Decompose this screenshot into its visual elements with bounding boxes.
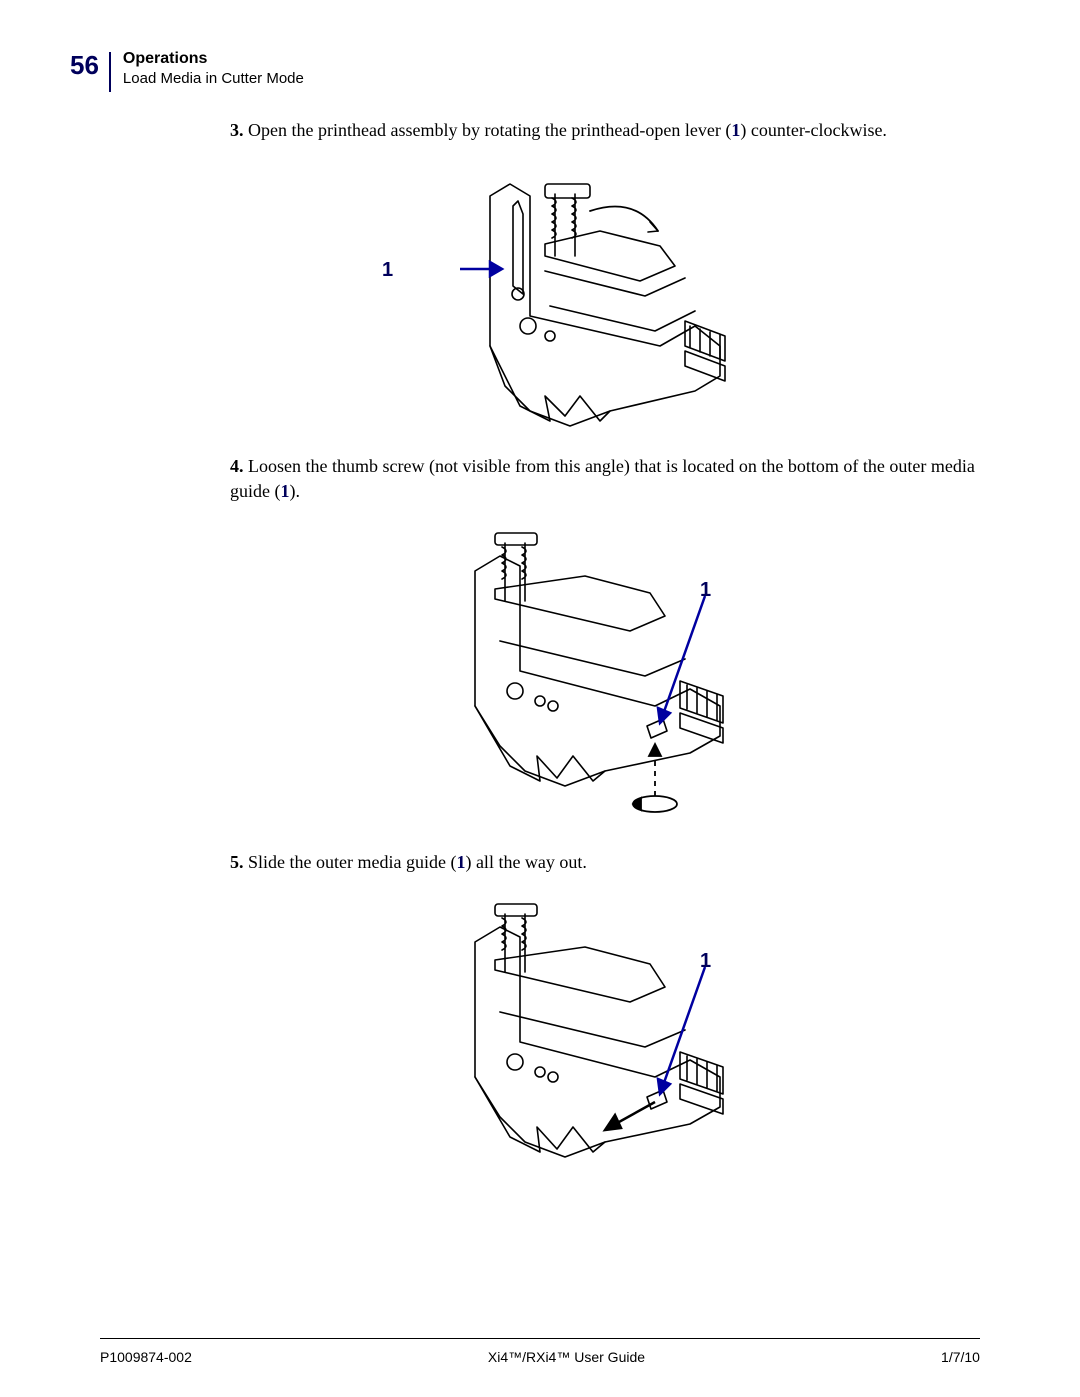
step-callout-ref: 1 [731,120,740,140]
page-footer: P1009874-002 Xi4™/RXi4™ User Guide 1/7/1… [100,1338,980,1365]
footer-doc-number: P1009874-002 [100,1349,192,1365]
figure-5: 1 [230,890,990,1182]
step-number: 3. [230,120,244,140]
step-text-pre: Loosen the thumb screw (not visible from… [230,456,975,500]
step-4: 4. Loosen the thumb screw (not visible f… [230,454,990,503]
page-header: 56 Operations Load Media in Cutter Mode [70,50,304,92]
figure-3: 1 [230,158,990,454]
step-text-post: ). [289,481,300,501]
figure-4: 1 [230,519,990,850]
printer-diagram-icon [465,902,755,1177]
printer-diagram-icon [460,176,760,431]
step-number: 5. [230,852,244,872]
header-subtitle: Load Media in Cutter Mode [123,70,304,87]
step-5: 5. Slide the outer media guide (1) all t… [230,850,990,874]
step-text-pre: Slide the outer media guide ( [248,852,456,872]
footer-date: 1/7/10 [941,1349,980,1365]
footer-title: Xi4™/RXi4™ User Guide [488,1349,645,1365]
step-number: 4. [230,456,244,476]
header-divider [109,52,111,92]
figure-callout-label: 1 [382,259,393,282]
content-area: 3. Open the printhead assembly by rotati… [230,118,990,1182]
page-number: 56 [70,50,99,81]
step-text-pre: Open the printhead assembly by rotating … [248,120,731,140]
step-text-post: ) all the way out. [465,852,586,872]
step-3: 3. Open the printhead assembly by rotati… [230,118,990,142]
printer-diagram-icon [465,531,755,831]
figure-callout-label: 1 [700,950,711,973]
step-text-post: ) counter-clockwise. [740,120,887,140]
figure-callout-label: 1 [700,579,711,602]
header-title: Operations [123,50,304,68]
